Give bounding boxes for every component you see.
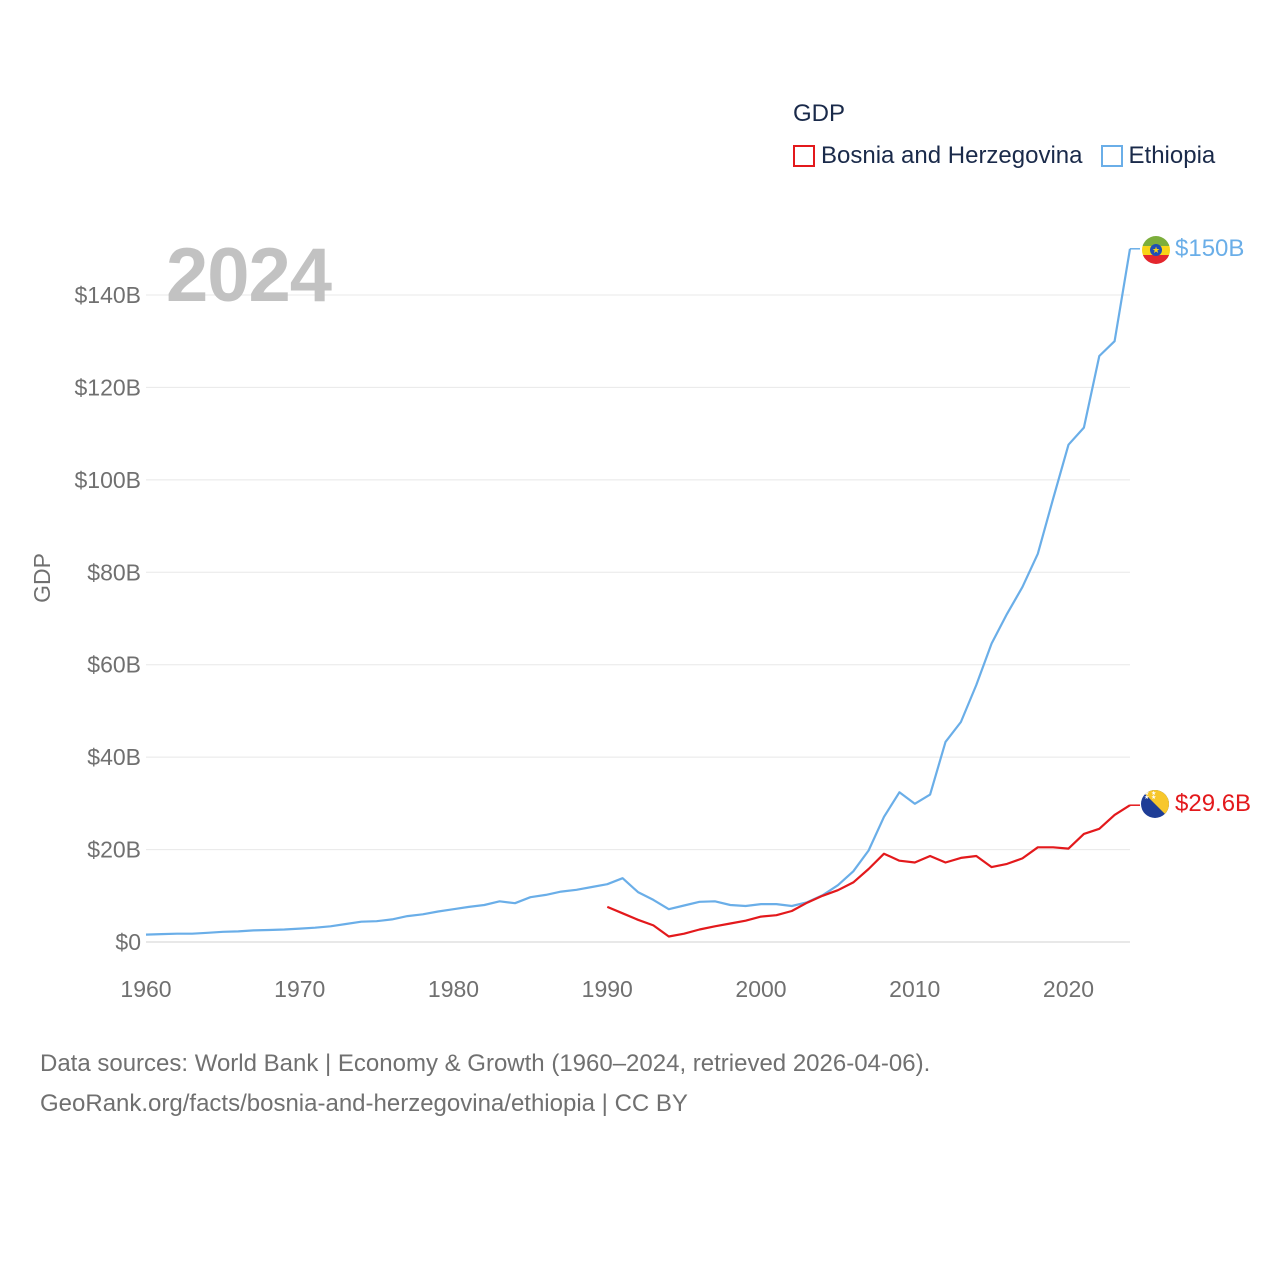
x-tick-label-2010: 2010 (889, 976, 940, 1002)
legend: Bosnia and Herzegovina Ethiopia (793, 142, 1233, 170)
legend-item-bosnia[interactable]: Bosnia and Herzegovina (793, 142, 1083, 170)
y-tick-label-20: $20B (87, 837, 141, 863)
x-tick-label-1960: 1960 (120, 976, 171, 1002)
footer-line-sources: Data sources: World Bank | Economy & Gro… (40, 1050, 931, 1077)
x-tick-label-1990: 1990 (582, 976, 633, 1002)
y-axis-label: GDP (29, 553, 55, 603)
y-tick-label-40: $40B (87, 744, 141, 770)
footer-line-url[interactable]: GeoRank.org/facts/bosnia-and-herzegovina… (40, 1090, 688, 1117)
year-watermark: 2024 (166, 233, 332, 318)
x-axis-tick-labels: 1960 1970 1980 1990 2000 2010 2020 (120, 976, 1094, 1002)
series-line-bosnia[interactable] (606, 804, 1131, 938)
y-axis-tick-labels: $0 $20B $40B $60B $80B $100B $120B $140B (74, 282, 141, 955)
x-tick-label-1970: 1970 (274, 976, 325, 1002)
legend-item-ethiopia[interactable]: Ethiopia (1100, 142, 1216, 170)
x-tick-label-2020: 2020 (1043, 976, 1094, 1002)
x-tick-label-2000: 2000 (735, 976, 786, 1002)
data-source-footer: Data sources: World Bank | Economy & Gro… (40, 1044, 930, 1124)
y-tick-label-80: $80B (87, 559, 141, 585)
legend-label-bosnia: Bosnia and Herzegovina (821, 142, 1083, 169)
legend-title: GDP (793, 100, 846, 127)
x-tick-label-1980: 1980 (428, 976, 479, 1002)
data-series (145, 248, 1140, 938)
grid-lines (146, 294, 1130, 943)
legend-swatch-bosnia (793, 145, 815, 167)
y-tick-label-0: $0 (115, 929, 141, 955)
y-tick-label-120: $120B (74, 374, 141, 400)
series-line-ethiopia[interactable] (145, 248, 1132, 936)
legend-label-ethiopia: Ethiopia (1128, 142, 1216, 169)
ethiopia-flag-icon: ★ (1142, 236, 1170, 264)
y-tick-label-100: $100B (74, 467, 141, 493)
y-tick-label-60: $60B (87, 652, 141, 678)
y-tick-label-140: $140B (74, 282, 141, 308)
bosnia-flag-icon: ★ ★ ★ ★ (1141, 790, 1169, 818)
legend-swatch-ethiopia (1100, 145, 1123, 167)
